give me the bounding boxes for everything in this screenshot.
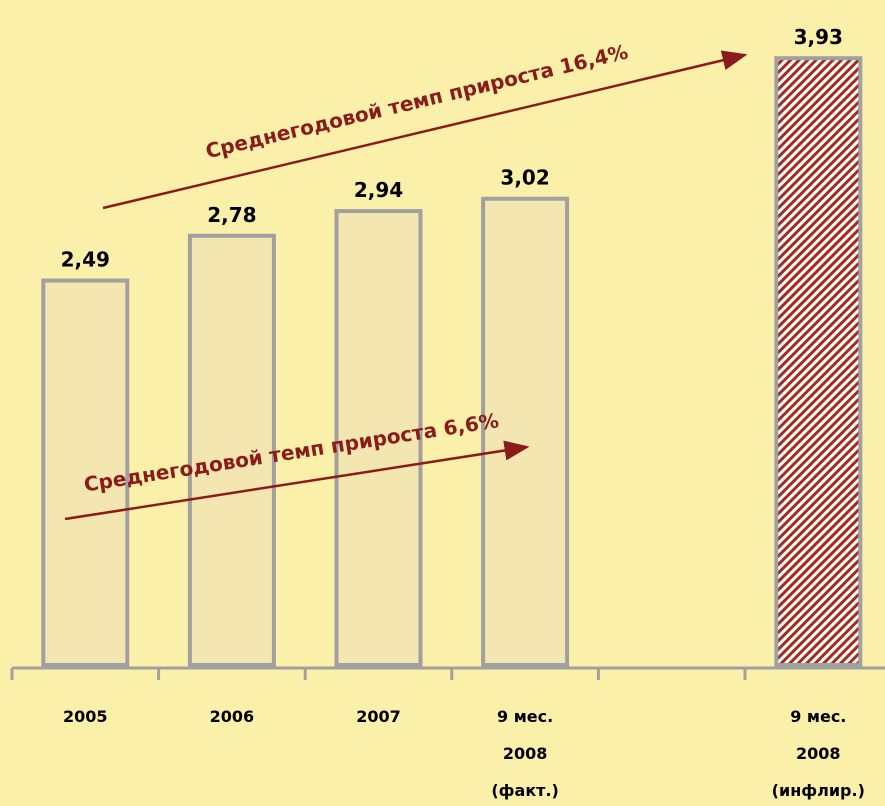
- trend-arrow: [102, 50, 748, 210]
- x-tick-label: 2005: [63, 707, 108, 726]
- value-label: 3,93: [794, 25, 843, 49]
- x-tick-label: 9 мес.: [497, 707, 553, 726]
- value-label: 2,78: [207, 203, 256, 227]
- x-tick-label: 9 мес.: [790, 707, 846, 726]
- value-label: 2,94: [354, 178, 403, 202]
- trend-annotation: Среднегодовой темп прироста 16,4%: [203, 39, 630, 163]
- bar: [481, 196, 570, 667]
- bar: [41, 278, 130, 667]
- x-tick-label: 2007: [356, 707, 401, 726]
- x-tick-label: 2008: [796, 744, 841, 763]
- x-tick-label: 2008: [503, 744, 548, 763]
- value-label: 2,49: [61, 248, 110, 272]
- bar: [334, 209, 423, 667]
- x-tick-label: (инфлир.): [772, 781, 865, 800]
- bar: [774, 56, 863, 667]
- x-tick-label: 2006: [210, 707, 255, 726]
- bar: [187, 233, 276, 667]
- value-label: 3,02: [500, 166, 549, 190]
- trend-arrow: [64, 440, 530, 521]
- x-tick-label: (факт.): [491, 781, 559, 800]
